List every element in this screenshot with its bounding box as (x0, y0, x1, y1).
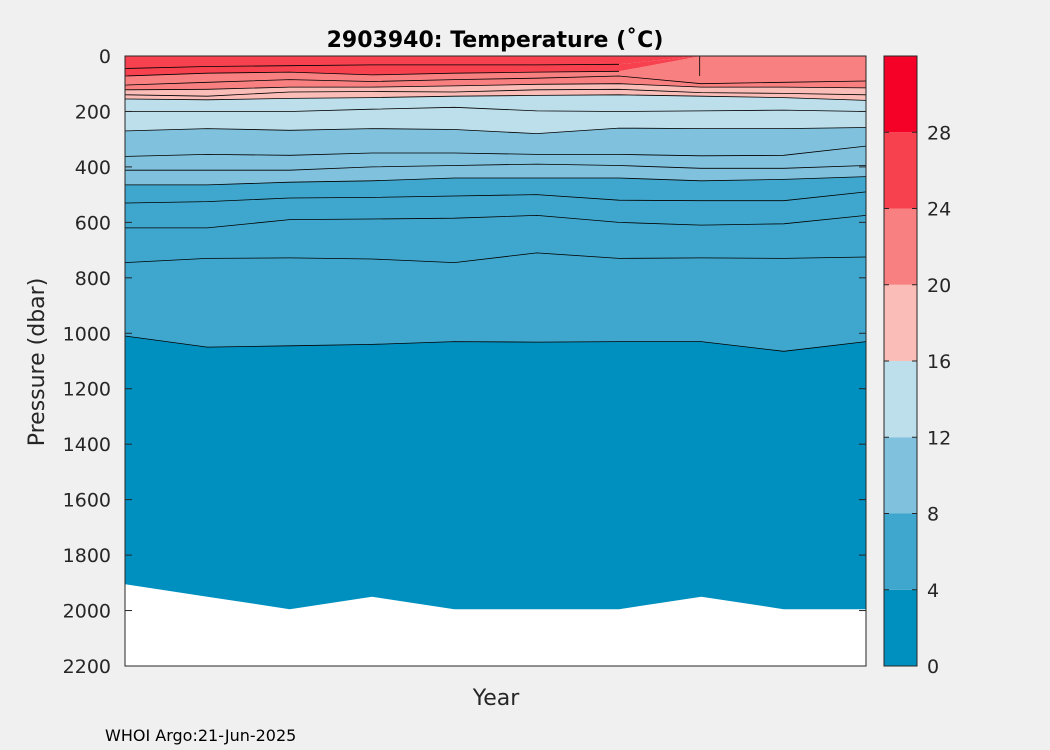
band-4-5 (125, 252, 866, 352)
isotherm-14 (125, 106, 867, 112)
isotherm-8 (125, 176, 867, 186)
surface-cell-7 (699, 56, 702, 84)
isotherm-12 (124, 127, 867, 135)
isotherm-7 (124, 191, 867, 204)
isotherm-lines (124, 56, 867, 352)
isotherm-18 (124, 88, 867, 97)
band-0-4 (125, 336, 866, 610)
isotherm-5 (124, 252, 867, 264)
y-tick-label-800: 800 (75, 268, 111, 290)
surface-cool-patch (699, 56, 866, 84)
colorbar-swatch-24-28 (884, 132, 917, 209)
colorbar-label-20: 20 (927, 275, 951, 297)
colorbar-swatch-28-32 (884, 56, 917, 133)
contour-fills (125, 56, 866, 610)
y-tick-label-1600: 1600 (63, 490, 111, 512)
band-18-20 (125, 83, 866, 97)
colorbar-swatch-4-8 (884, 513, 917, 590)
band-8-9 (125, 164, 866, 185)
y-tick-label-600: 600 (75, 212, 111, 234)
band-24-26 (125, 56, 866, 76)
isotherm-26 (124, 63, 620, 69)
surface-cell-9 (783, 56, 866, 83)
y-tick-label-1400: 1400 (63, 434, 111, 456)
y-tick-label-400: 400 (75, 157, 111, 179)
footer-credit: WHOI Argo:21-Jun-2025 (105, 726, 296, 745)
colorbar-label-16: 16 (927, 351, 951, 373)
band-9-10 (125, 146, 866, 171)
colorbar-label-0: 0 (927, 656, 939, 678)
y-tick-label-2000: 2000 (63, 601, 111, 623)
colorbar-label-8: 8 (927, 504, 939, 526)
colorbar-label-24: 24 (927, 199, 951, 221)
plot-frame (124, 55, 867, 667)
y-tick-label-0: 0 (99, 46, 111, 68)
colorbar-swatch-20-24 (884, 208, 917, 285)
y-tick-label-1800: 1800 (63, 545, 111, 567)
band-22-24 (125, 56, 866, 86)
x-axis-title: Year (472, 686, 521, 711)
isotherm-10 (124, 145, 867, 157)
isotherm-22 (124, 75, 867, 86)
y-tick-label-2200: 2200 (63, 656, 111, 678)
chart-title: 2903940: Temperature (˚C) (327, 28, 664, 53)
isotherm-16 (124, 94, 867, 101)
band-7-8 (125, 176, 866, 203)
y-axis-title: Pressure (dbar) (25, 278, 50, 447)
isotherm-24 (124, 70, 620, 77)
band-12-14 (125, 107, 866, 134)
isotherm-20 (124, 83, 867, 91)
colorbar-swatch-12-16 (884, 361, 917, 438)
isotherm-6 (125, 214, 867, 229)
band-14-16 (125, 94, 866, 112)
isotherm-4 (124, 335, 867, 352)
colorbar-swatch-16-20 (884, 284, 917, 361)
y-tick-label-1000: 1000 (63, 323, 111, 345)
band-5-6 (125, 215, 866, 263)
colorbar-label-12: 12 (927, 427, 951, 449)
y-tick-label-1200: 1200 (63, 379, 111, 401)
band-10-12 (125, 127, 866, 157)
colorbar-label-4: 4 (927, 580, 939, 602)
colorbar-swatch-0-4 (884, 589, 917, 666)
colorbar-label-28: 28 (927, 122, 951, 144)
colorbar-swatch-8-12 (884, 437, 917, 514)
band-20-22 (125, 76, 866, 90)
colorbar (884, 56, 917, 666)
colorbar-ticks: 0 4 8 12 16 20 24 28 (884, 122, 951, 678)
y-tick-label-200: 200 (75, 101, 111, 123)
surface-cell-8 (701, 56, 784, 84)
isotherm-9 (125, 163, 867, 171)
y-axis: 0 200 400 600 800 1000 1200 1400 1600 1800 2000 220… (63, 46, 866, 678)
